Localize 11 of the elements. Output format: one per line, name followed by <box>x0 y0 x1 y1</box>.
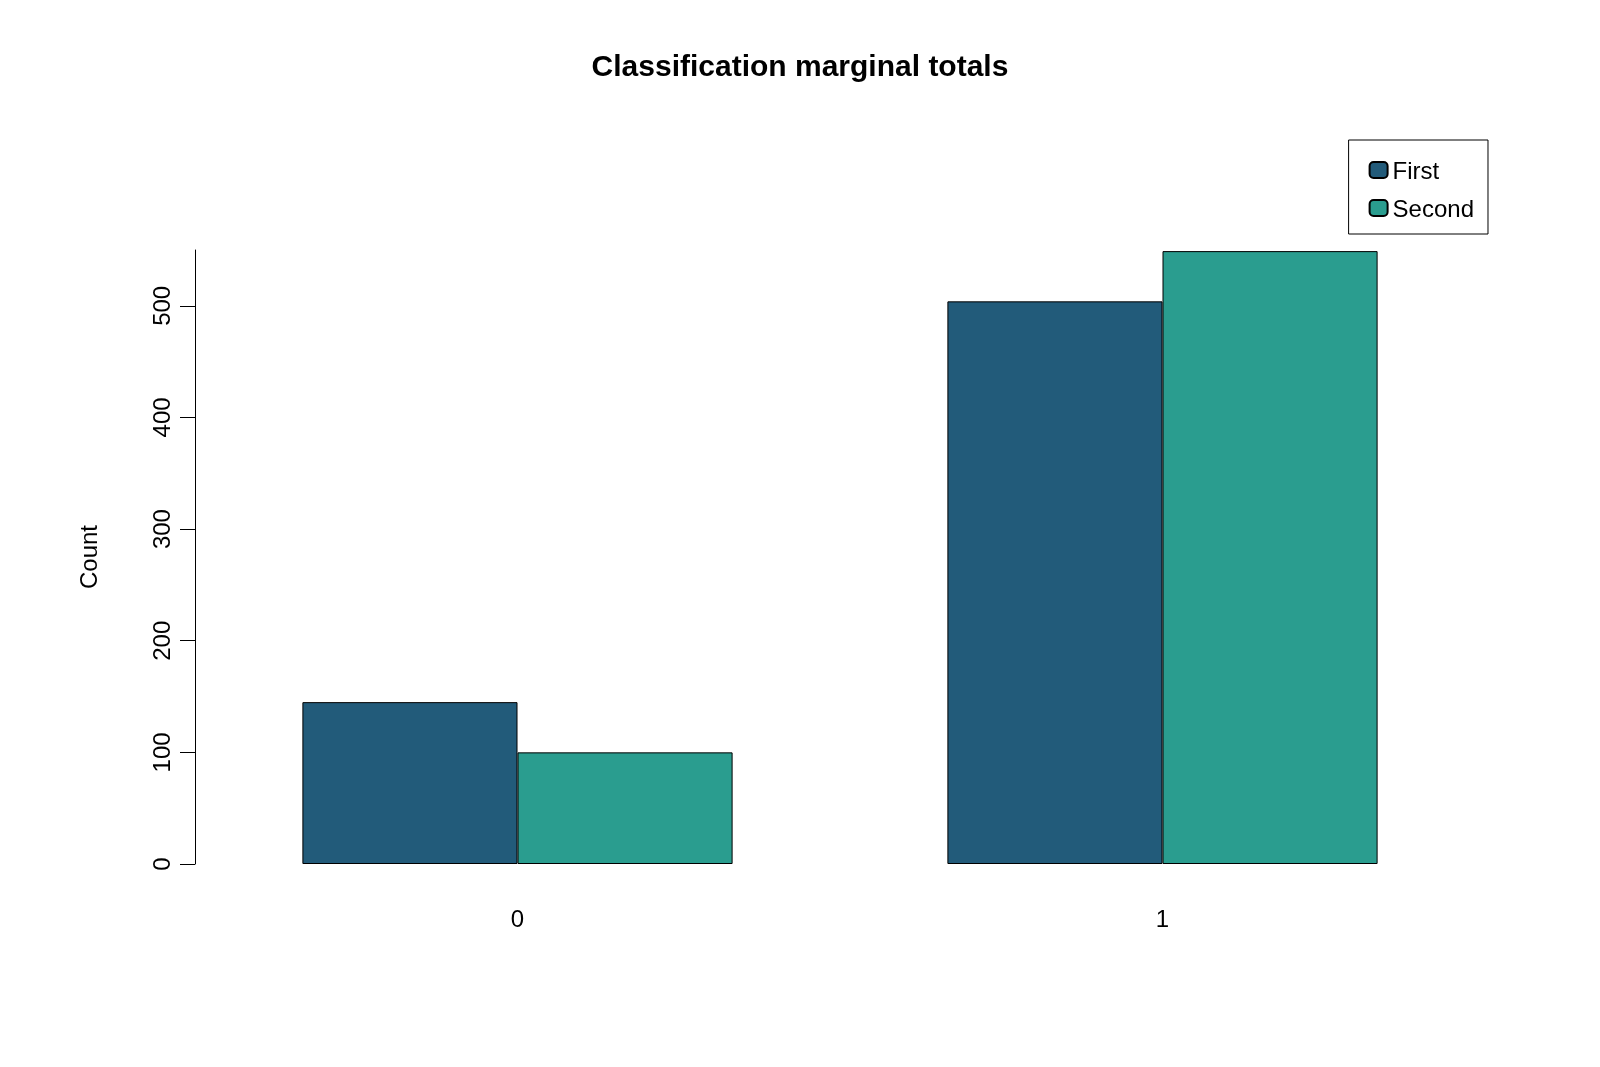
legend-label: Second <box>1392 194 1475 222</box>
legend-label: First <box>1392 156 1440 184</box>
y-axis-title: Count <box>74 524 102 590</box>
y-tick-label: 400 <box>147 397 175 438</box>
y-tick-label: 200 <box>147 620 175 661</box>
y-tick-label: 500 <box>147 285 175 326</box>
y-tick-label: 0 <box>147 857 175 871</box>
y-tick-label: 300 <box>147 509 175 550</box>
chart-title: Classification marginal totals <box>591 48 1009 82</box>
y-tick-label: 100 <box>147 732 175 773</box>
x-tick-label: 1 <box>1155 904 1170 932</box>
